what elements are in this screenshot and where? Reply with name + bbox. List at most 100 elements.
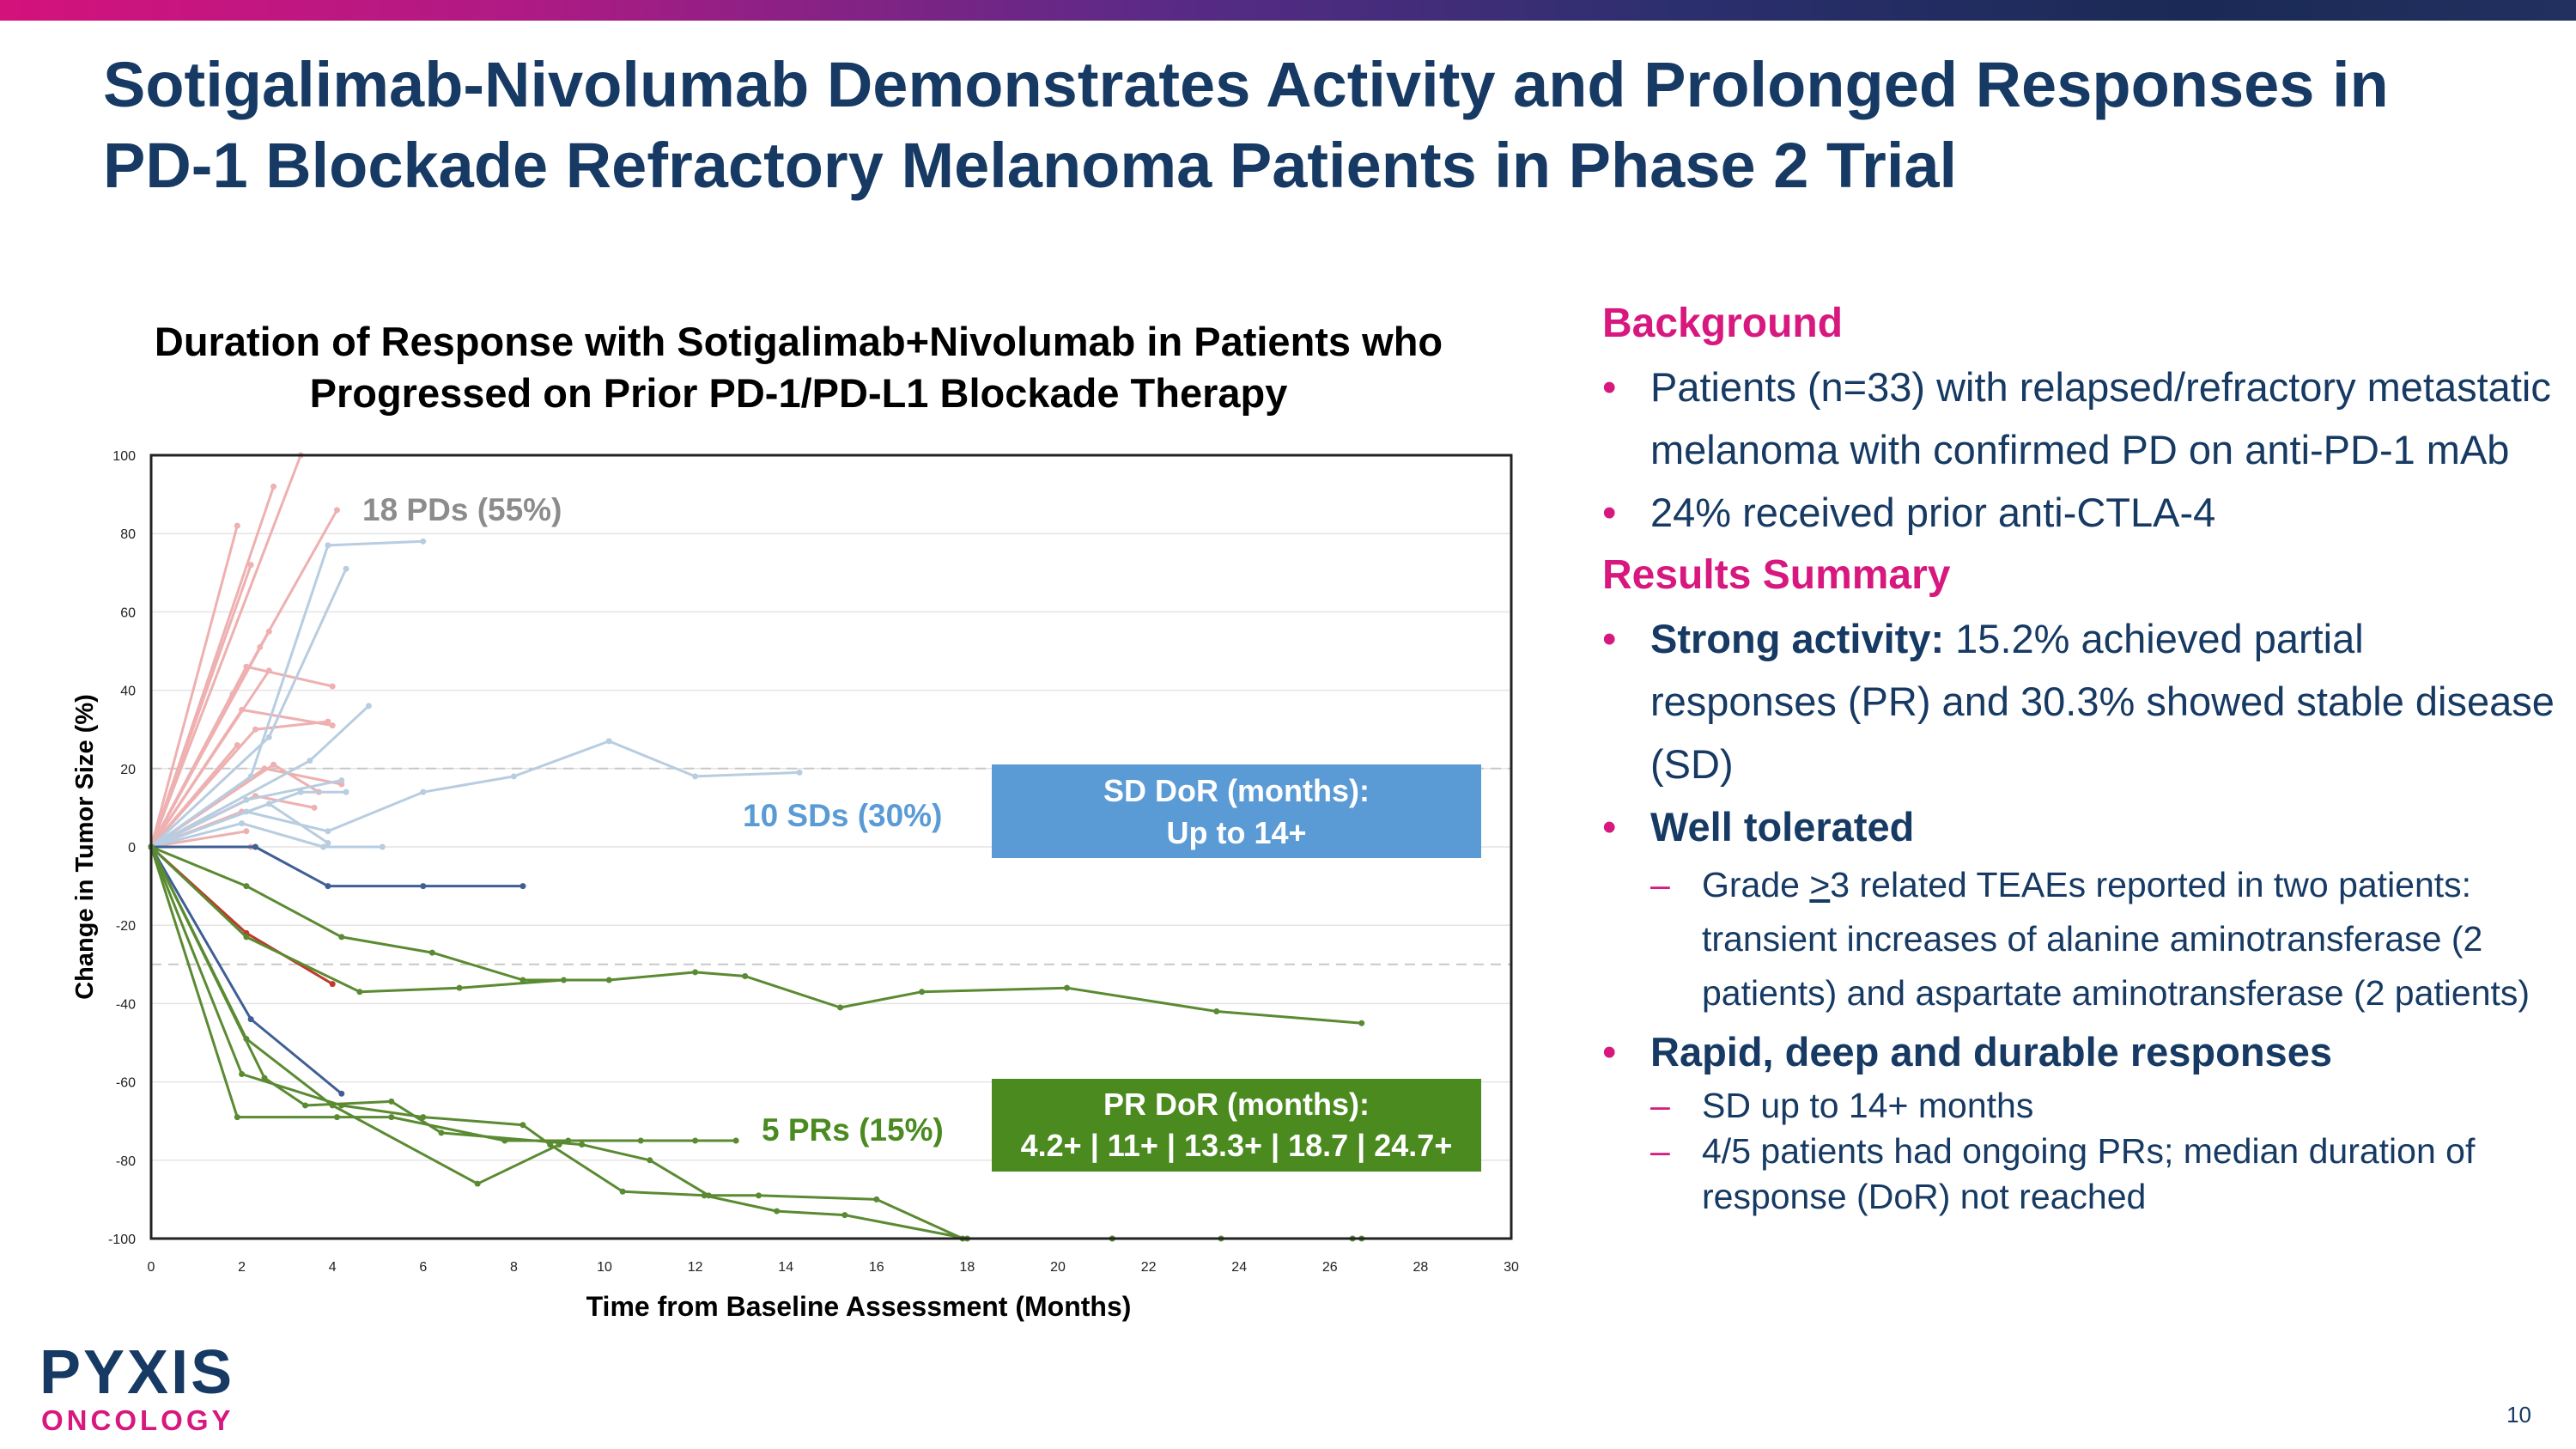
data-point (329, 981, 336, 988)
title-line-1: Sotigalimab-Nivolumab Demonstrates Activ… (103, 49, 2389, 120)
tolerated-subbullet: Grade >3 related TEAEs reported in two p… (1650, 858, 2555, 1020)
data-point (647, 1157, 653, 1164)
y-tick-label: 60 (120, 606, 136, 620)
summary-panel: Background Patients (n=33) with relapsed… (1602, 292, 2555, 1220)
y-axis-label: Change in Tumor Size (%) (71, 694, 99, 1000)
data-point (774, 1208, 781, 1215)
data-point (265, 667, 272, 674)
data-point (519, 883, 526, 890)
series-pr (148, 843, 1356, 1242)
data-point (343, 788, 349, 795)
series-line (151, 845, 523, 888)
series-line (149, 846, 1362, 1240)
data-point (732, 1137, 739, 1144)
slide-title: Sotigalimab-Nivolumab Demonstrates Activ… (103, 45, 2507, 206)
data-point (388, 1114, 395, 1121)
data-point (474, 1180, 481, 1187)
data-point (692, 969, 699, 976)
data-point (243, 883, 250, 890)
tolerated-sub-pre: Grade (1702, 865, 1810, 904)
data-point (325, 883, 331, 890)
data-point (338, 1090, 345, 1097)
data-point (270, 761, 277, 768)
data-point (338, 1102, 345, 1109)
y-tick-label: 40 (120, 685, 136, 699)
y-tick-label: 0 (128, 841, 136, 855)
chart-title-line-2: Progressed on Prior PD-1/PD-L1 Blockade … (309, 370, 1288, 416)
plot-frame (149, 454, 1513, 1240)
strong-activity-text: 15.2% achieved partial responses (PR) an… (1650, 616, 2555, 787)
x-tick-label: 30 (1504, 1260, 1519, 1275)
data-point (796, 769, 803, 776)
results-list: Strong activity: 15.2% achieved partial … (1602, 607, 2555, 1220)
data-point (325, 828, 331, 835)
series-pr (148, 843, 562, 1187)
data-point (329, 1102, 336, 1109)
background-bullet-1: Patients (n=33) with relapsed/refractory… (1602, 356, 2555, 481)
data-point (297, 788, 304, 795)
data-point (252, 726, 258, 733)
data-point (841, 1212, 848, 1219)
data-point (619, 1188, 626, 1195)
y-tick-label: 100 (112, 449, 136, 464)
background-bullet-2: 24% received prior anti-CTLA-4 (1602, 481, 2555, 544)
data-point (325, 542, 331, 549)
rapid-label: Rapid, deep and durable responses (1650, 1029, 2332, 1075)
results-bullet-rapid: Rapid, deep and durable responses SD up … (1602, 1020, 2555, 1220)
data-point (547, 1142, 554, 1148)
data-point (420, 788, 427, 795)
data-point (333, 507, 340, 514)
series-line (149, 525, 239, 848)
sd-count-label: 10 SDs (30%) (743, 798, 942, 833)
chart-title: Duration of Response with Sotigalimab+Ni… (86, 316, 1511, 419)
y-tick-label: -80 (116, 1154, 136, 1169)
data-point (243, 1035, 250, 1042)
data-point (234, 741, 240, 748)
series-line (149, 669, 270, 848)
data-point (265, 628, 272, 635)
x-tick-label: 2 (238, 1260, 246, 1275)
y-tick-label: -40 (116, 997, 136, 1012)
series-line (150, 539, 423, 849)
data-point (329, 722, 336, 729)
data-point (239, 1070, 246, 1077)
tolerated-sub-post: 3 related TEAEs reported in two patients… (1702, 865, 2530, 1013)
series-line (149, 846, 737, 1142)
series-line (150, 830, 247, 849)
well-tolerated-label: Well tolerated (1650, 804, 1915, 849)
data-point (302, 1102, 309, 1109)
data-point (919, 989, 926, 995)
data-point (325, 839, 331, 846)
data-point (637, 1137, 644, 1144)
pr-dor-box-line1: PR DoR (months): (1103, 1087, 1370, 1122)
pd-count-label: 18 PDs (55%) (362, 492, 562, 527)
data-point (692, 773, 699, 780)
data-point (456, 984, 463, 991)
data-point (307, 758, 313, 764)
series-pd (148, 522, 240, 850)
data-point (265, 801, 272, 807)
data-point (605, 977, 612, 983)
data-point (1213, 1008, 1220, 1015)
data-point (519, 977, 526, 983)
logo-wordmark: PYXIS (39, 1338, 235, 1407)
data-point (365, 703, 372, 709)
data-point (239, 820, 246, 827)
data-point (243, 796, 250, 803)
x-tick-label: 20 (1050, 1260, 1066, 1275)
data-point (265, 734, 272, 740)
data-point (243, 828, 250, 835)
tolerated-sub-ge: > (1809, 865, 1831, 904)
data-point (270, 483, 277, 490)
results-heading: Results Summary (1602, 552, 1951, 598)
x-tick-label: 26 (1322, 1260, 1338, 1275)
data-point (343, 565, 349, 572)
title-line-2: PD-1 Blockade Refractory Melanoma Patien… (103, 130, 1958, 201)
y-tick-label: 20 (120, 763, 136, 777)
series-pr (148, 843, 567, 995)
series-line (149, 693, 234, 848)
series-layer (148, 452, 1365, 1242)
series-line (149, 846, 560, 1185)
x-tick-label: 0 (148, 1260, 155, 1275)
